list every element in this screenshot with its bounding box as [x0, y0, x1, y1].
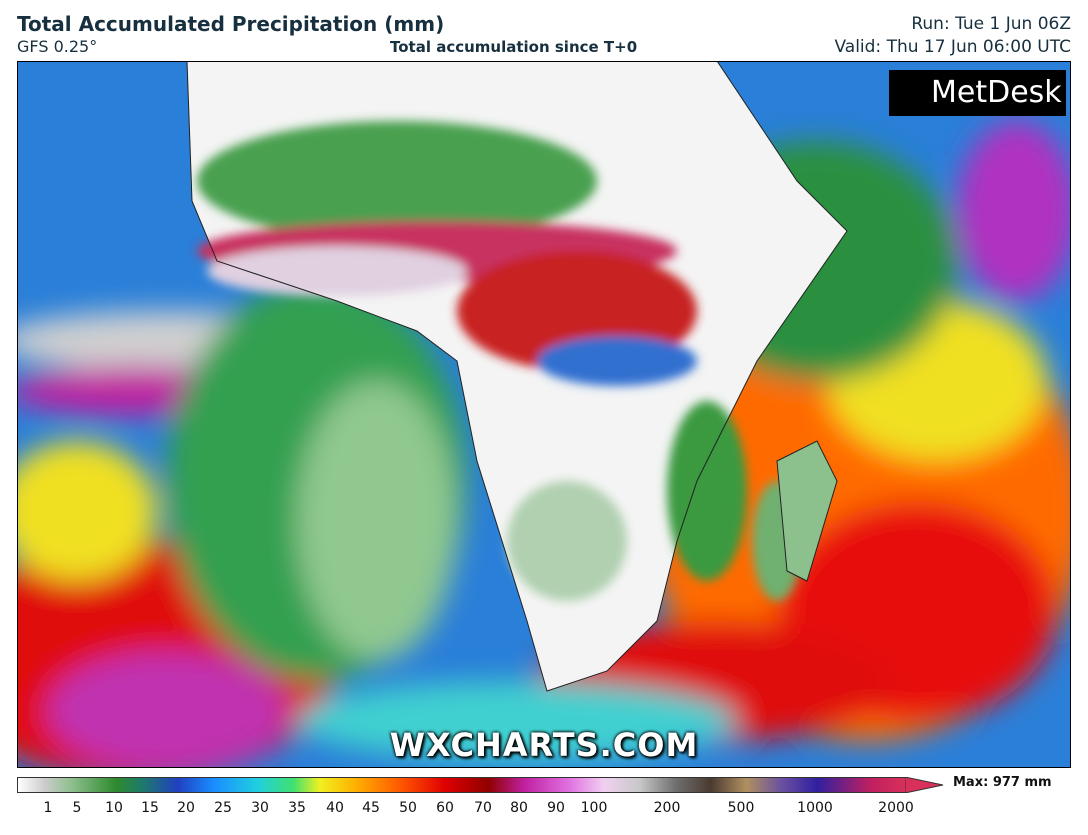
- colorbar-tick-label: 10: [105, 800, 123, 816]
- colorbar-tick-label: 50: [399, 800, 417, 816]
- colorbar-tick-label: 80: [510, 800, 528, 816]
- colorbar-tick-label: 70: [474, 800, 492, 816]
- colorbar-tick-label: 30: [251, 800, 269, 816]
- colorbar-tick-label: 1: [43, 800, 53, 816]
- colorbar-tick-label: 35: [288, 800, 306, 816]
- colorbar: [17, 777, 907, 793]
- colorbar-tick-label: 20: [177, 800, 195, 816]
- colorbar-tick-label: 15: [141, 800, 159, 816]
- logo-text: MetDesk: [931, 75, 1062, 110]
- colorbar-tick-label: 200: [653, 800, 681, 816]
- colorbar-tick-label: 5: [72, 800, 82, 816]
- colorbar-tick-label: 1000: [797, 800, 833, 816]
- colorbar-tick-label: 90: [547, 800, 565, 816]
- title: Total Accumulated Precipitation (mm): [17, 12, 445, 36]
- colorbar-tick-label: 40: [326, 800, 344, 816]
- valid-time: Valid: Thu 17 Jun 06:00 UTC: [834, 37, 1071, 57]
- subtitle: Total accumulation since T+0: [390, 38, 638, 56]
- model: GFS 0.25°: [17, 37, 98, 56]
- colorbar-tick-label: 2000: [878, 800, 914, 816]
- watermark: WXCHARTS.COM: [389, 726, 699, 764]
- colorbar-tick-label: 60: [436, 800, 454, 816]
- colorbar-tick-label: 100: [580, 800, 608, 816]
- logo: MetDesk: [889, 70, 1066, 116]
- colorbar-tick-label: 45: [362, 800, 380, 816]
- run-time: Run: Tue 1 Jun 06Z: [911, 14, 1071, 34]
- colorbar-tick-label: 500: [727, 800, 755, 816]
- colorbar-tick-label: 25: [214, 800, 232, 816]
- map: [17, 61, 1071, 768]
- colorbar-arrow: [905, 777, 944, 793]
- max-label: Max: 977 mm: [953, 775, 1052, 790]
